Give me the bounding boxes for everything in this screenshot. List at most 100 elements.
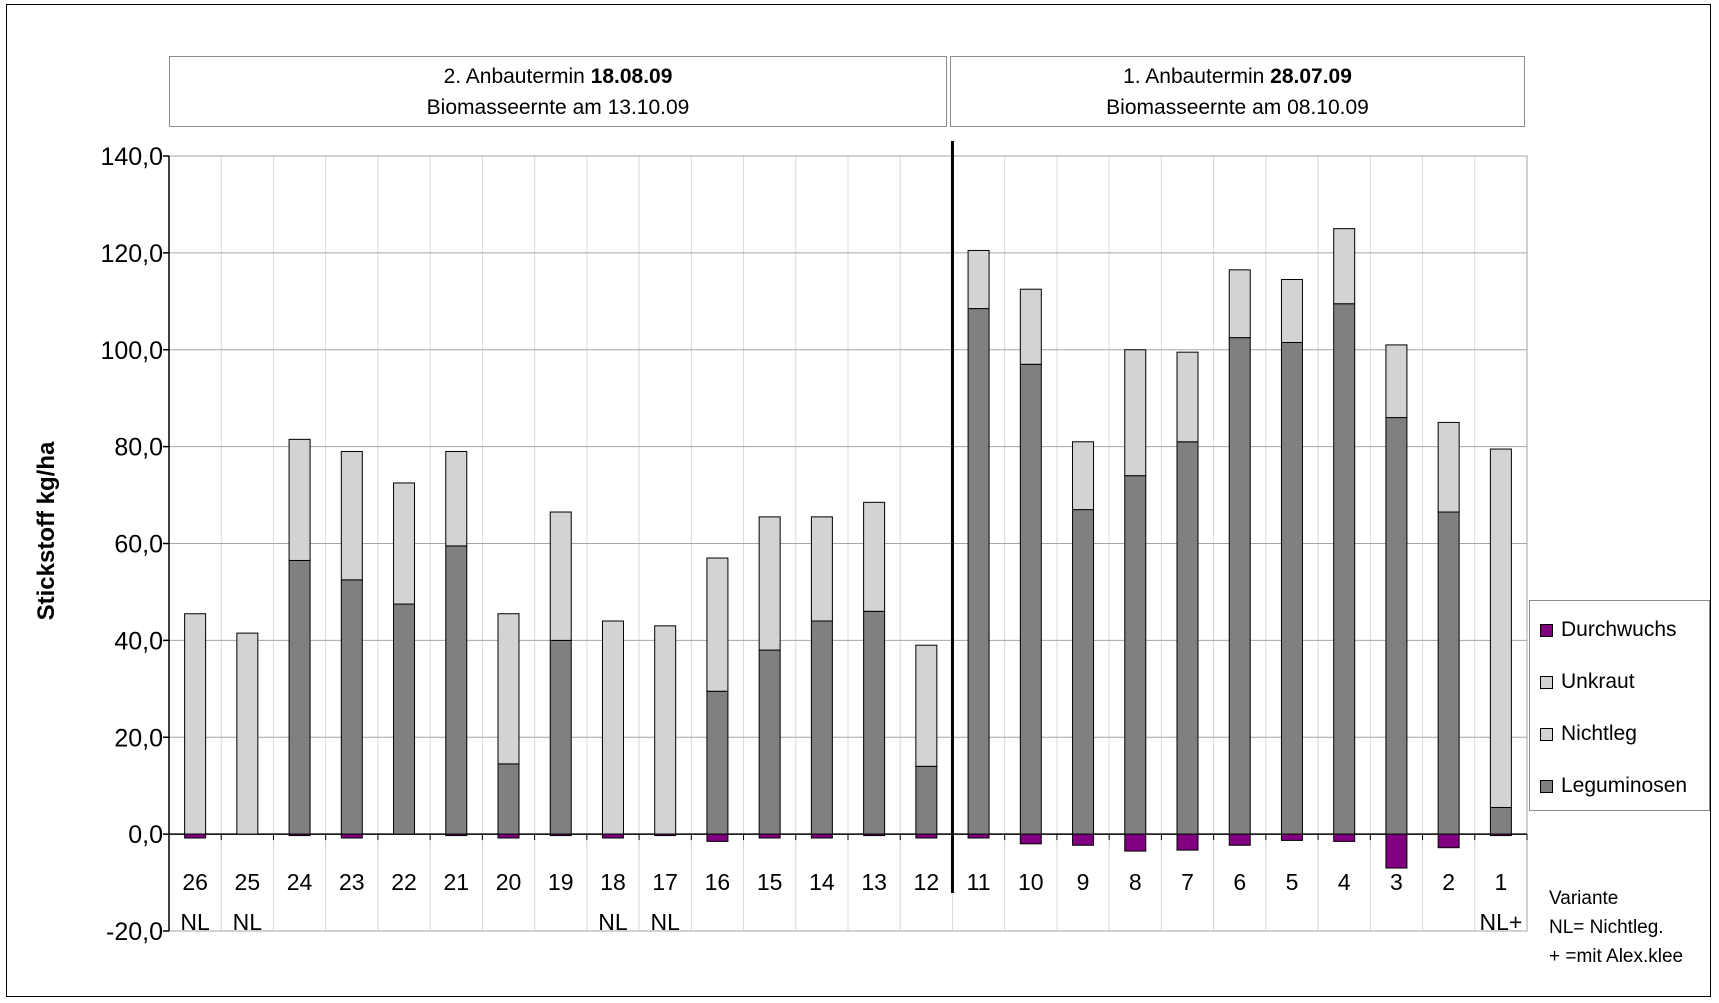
x-tick-label-19: 19 bbox=[548, 869, 574, 895]
bar-leguminosen-11 bbox=[967, 308, 990, 835]
header-group-1: 1. Anbautermin 28.07.09 Biomasseernte am… bbox=[950, 56, 1525, 127]
bar-leguminosen-24 bbox=[288, 559, 311, 835]
bar-leguminosen-15 bbox=[758, 649, 781, 835]
x-tick-label-17: 17 bbox=[652, 869, 678, 895]
bar-leguminosen-16 bbox=[706, 690, 729, 835]
x-sublabel-18: NL bbox=[598, 909, 628, 935]
legend-label-nichtleg: Nichtleg bbox=[1561, 722, 1637, 745]
bar-durchwuchs-16 bbox=[706, 833, 729, 842]
legend-label-unkraut: Unkraut bbox=[1561, 670, 1635, 693]
bar-leguminosen-10 bbox=[1019, 363, 1042, 835]
chart-frame bbox=[6, 4, 1711, 997]
bar-durchwuchs-4 bbox=[1333, 833, 1356, 842]
bar-durchwuchs-18 bbox=[601, 833, 624, 839]
bar-durchwuchs-1 bbox=[1489, 833, 1512, 837]
header-group-1-harvest: Biomasseernte am 08.10.09 bbox=[1106, 96, 1369, 119]
bar-unkraut-8 bbox=[1124, 349, 1147, 477]
bar-durchwuchs-20 bbox=[497, 833, 520, 839]
y-tick-label: 20,0 bbox=[114, 724, 163, 752]
bar-durchwuchs-24 bbox=[288, 833, 311, 837]
bar-unkraut-20 bbox=[497, 613, 520, 765]
bar-durchwuchs-10 bbox=[1019, 833, 1042, 845]
x-sublabel-1: NL+ bbox=[1479, 909, 1522, 935]
x-tick-label-7: 7 bbox=[1181, 869, 1194, 895]
bar-leguminosen-21 bbox=[445, 545, 468, 835]
legend-item-durchwuchs: Durchwuchs bbox=[1540, 618, 1677, 642]
y-tick-label: 0,0 bbox=[128, 821, 163, 849]
bar-unkraut-9 bbox=[1072, 441, 1095, 511]
bar-leguminosen-12 bbox=[915, 765, 938, 835]
bar-leguminosen-7 bbox=[1176, 441, 1199, 835]
legend-item-leguminosen: Leguminosen bbox=[1540, 774, 1687, 798]
x-tick-label-3: 3 bbox=[1390, 869, 1403, 895]
bar-leguminosen-23 bbox=[340, 579, 363, 835]
header-group-2: 2. Anbautermin 18.08.09 Biomasseernte am… bbox=[169, 56, 947, 127]
header-group-1-date: 28.07.09 bbox=[1270, 65, 1352, 88]
variant-note: Variante NL= Nichtleg. + =mit Alex.klee bbox=[1549, 884, 1683, 971]
bar-durchwuchs-5 bbox=[1280, 833, 1303, 841]
x-tick-label-10: 10 bbox=[1018, 869, 1044, 895]
bar-leguminosen-14 bbox=[810, 620, 833, 835]
bar-durchwuchs-19 bbox=[549, 833, 572, 837]
bar-unkraut-16 bbox=[706, 557, 729, 692]
bar-leguminosen-13 bbox=[863, 610, 886, 835]
bar-nichtleg-25 bbox=[236, 632, 259, 835]
header-group-2-prefix: 2. Anbautermin bbox=[443, 65, 591, 88]
bar-durchwuchs-23 bbox=[340, 833, 363, 839]
x-sublabel-17: NL bbox=[650, 909, 680, 935]
bar-durchwuchs-15 bbox=[758, 833, 781, 839]
bar-durchwuchs-3 bbox=[1385, 833, 1408, 869]
y-tick-label: 60,0 bbox=[114, 531, 163, 559]
bar-leguminosen-6 bbox=[1228, 337, 1251, 835]
bar-leguminosen-19 bbox=[549, 639, 572, 835]
bar-nichtleg-18 bbox=[601, 620, 624, 835]
note-line-2: NL= Nichtleg. bbox=[1549, 917, 1664, 938]
x-tick-label-20: 20 bbox=[496, 869, 522, 895]
bar-unkraut-3 bbox=[1385, 344, 1408, 419]
bar-nichtleg-1 bbox=[1489, 448, 1512, 808]
y-axis-label: Stickstoff kg/ha bbox=[33, 441, 60, 621]
bar-unkraut-19 bbox=[549, 511, 572, 641]
x-tick-label-8: 8 bbox=[1129, 869, 1142, 895]
bar-durchwuchs-7 bbox=[1176, 833, 1199, 851]
bar-unkraut-10 bbox=[1019, 288, 1042, 365]
legend-item-unkraut: Unkraut bbox=[1540, 670, 1635, 694]
bar-durchwuchs-8 bbox=[1124, 833, 1147, 852]
y-tick-label: 100,0 bbox=[100, 337, 163, 365]
bar-durchwuchs-11 bbox=[967, 833, 990, 839]
bar-unkraut-11 bbox=[967, 249, 990, 310]
bar-nichtleg-17 bbox=[654, 625, 677, 835]
x-tick-label-13: 13 bbox=[861, 869, 887, 895]
y-tick-label: 140,0 bbox=[100, 143, 163, 171]
bar-durchwuchs-21 bbox=[445, 833, 468, 837]
bar-unkraut-21 bbox=[445, 450, 468, 547]
x-tick-label-25: 25 bbox=[235, 869, 261, 895]
bar-unkraut-13 bbox=[863, 501, 886, 612]
bar-leguminosen-5 bbox=[1280, 341, 1303, 835]
bar-leguminosen-1 bbox=[1489, 806, 1512, 835]
x-tick-label-18: 18 bbox=[600, 869, 626, 895]
y-tick-label: -20,0 bbox=[106, 918, 163, 946]
bar-unkraut-12 bbox=[915, 644, 938, 767]
bar-durchwuchs-6 bbox=[1228, 833, 1251, 846]
bar-unkraut-14 bbox=[810, 516, 833, 622]
bar-unkraut-23 bbox=[340, 450, 363, 581]
x-tick-label-9: 9 bbox=[1077, 869, 1090, 895]
legend-label-leguminosen: Leguminosen bbox=[1561, 774, 1688, 797]
x-tick-label-5: 5 bbox=[1286, 869, 1299, 895]
bar-unkraut-24 bbox=[288, 438, 311, 561]
bar-durchwuchs-17 bbox=[654, 833, 677, 837]
x-tick-label-23: 23 bbox=[339, 869, 365, 895]
bar-leguminosen-2 bbox=[1437, 511, 1460, 835]
bar-durchwuchs-14 bbox=[810, 833, 833, 839]
legend-label-durchwuchs: Durchwuchs bbox=[1561, 618, 1677, 641]
x-tick-label-1: 1 bbox=[1494, 869, 1507, 895]
header-group-1-prefix: 1. Anbautermin bbox=[1123, 65, 1271, 88]
x-sublabel-26: NL bbox=[180, 909, 210, 935]
y-tick-label: 40,0 bbox=[114, 627, 163, 655]
bar-unkraut-22 bbox=[393, 482, 416, 605]
x-tick-label-16: 16 bbox=[705, 869, 731, 895]
bar-unkraut-2 bbox=[1437, 421, 1460, 513]
bar-leguminosen-3 bbox=[1385, 417, 1408, 835]
